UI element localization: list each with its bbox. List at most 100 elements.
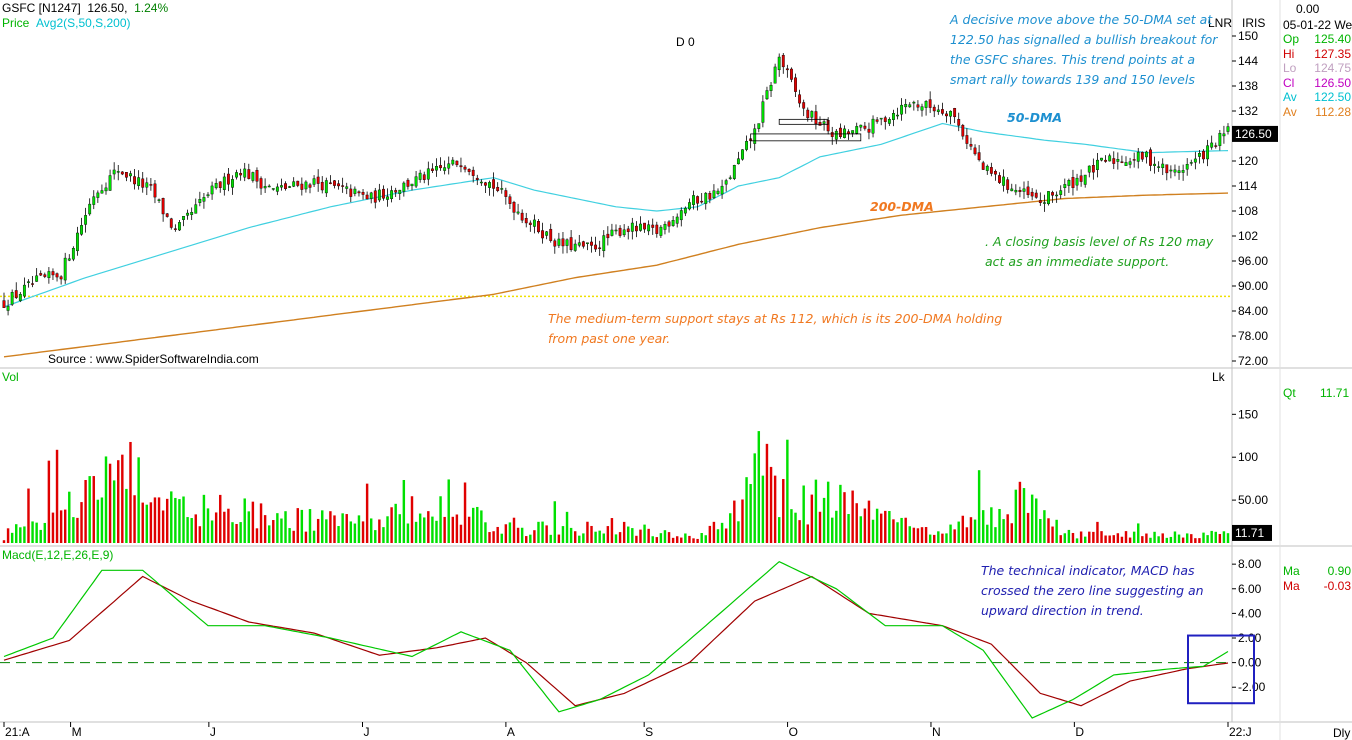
candle — [1140, 152, 1144, 160]
volume-bar — [994, 527, 997, 543]
volume-bar — [835, 510, 838, 543]
candle — [679, 210, 683, 221]
price-tick-label: 138 — [1238, 79, 1258, 93]
volume-bar — [1206, 535, 1209, 543]
annotation-line: crossed the zero line suggesting an — [981, 583, 1204, 598]
readout-value: 0.90 — [1327, 564, 1351, 578]
volume-bar — [1088, 531, 1091, 543]
candle — [639, 223, 642, 231]
volume-bar — [933, 534, 936, 543]
volume-bar — [1194, 538, 1197, 543]
volume-bar — [125, 488, 128, 543]
candle — [1206, 145, 1210, 160]
candle — [614, 229, 618, 232]
volume-bar — [92, 476, 95, 543]
candle — [410, 183, 414, 187]
volume-bar — [896, 522, 899, 543]
volume-bar — [76, 517, 79, 543]
volume-bar — [549, 534, 552, 543]
volume-bar — [484, 522, 487, 543]
candle — [361, 191, 365, 195]
candle — [557, 238, 561, 246]
candle — [324, 180, 328, 194]
candle — [267, 185, 271, 188]
volume-bar — [161, 510, 165, 543]
candle — [333, 180, 336, 186]
candle — [912, 101, 916, 104]
volume-bar — [27, 488, 30, 543]
macd-tick-label: -2.00 — [1238, 680, 1266, 694]
candle — [161, 198, 165, 215]
volume-bar — [72, 517, 75, 543]
volume-bar — [504, 524, 508, 543]
volume-bar — [704, 535, 707, 543]
volume-bar — [598, 530, 601, 543]
price-tick-label: 150 — [1238, 29, 1258, 43]
candle — [577, 242, 581, 246]
volume-bar — [1067, 529, 1071, 543]
price-tick-label: 114 — [1238, 179, 1257, 193]
candle — [524, 218, 528, 224]
readout-label: Hi — [1283, 46, 1295, 61]
volume-bar — [786, 439, 789, 543]
volume-bar — [553, 501, 557, 543]
volume-bar — [276, 513, 279, 543]
qt-label: Qt — [1283, 386, 1296, 400]
volume-bar — [406, 523, 410, 543]
candle — [920, 106, 924, 111]
volume-bar — [382, 527, 385, 543]
candle — [218, 181, 222, 188]
volume-bar — [1222, 531, 1226, 543]
volume-bar — [1198, 538, 1201, 543]
volume-bar — [165, 498, 169, 543]
candle — [108, 175, 112, 191]
readout-row: Op 125.40 — [1283, 32, 1351, 47]
volume-bar — [337, 526, 340, 543]
dma200-line — [3, 192, 1229, 358]
candle — [1100, 157, 1103, 161]
candle — [851, 130, 855, 134]
candle — [863, 125, 867, 129]
candle — [553, 240, 557, 247]
candle — [484, 182, 487, 186]
candle — [422, 174, 426, 180]
candle — [692, 195, 695, 205]
candle — [741, 149, 744, 160]
symbol-label: GSFC [N1247] — [2, 1, 81, 15]
volume-bar — [557, 534, 561, 543]
candle — [296, 180, 300, 186]
candle — [598, 247, 602, 250]
x-axis-label: 21:A — [5, 725, 30, 739]
candle — [479, 181, 483, 184]
candle — [1034, 192, 1038, 198]
annotation-line: . A closing basis level of Rs 120 may — [985, 234, 1214, 249]
volume-bar — [312, 530, 316, 543]
candle — [1030, 191, 1034, 197]
volume-bar — [321, 510, 324, 543]
macd-tick-label: 0.00 — [1238, 656, 1262, 670]
volume-bar — [684, 533, 687, 543]
volume-bar — [512, 517, 516, 543]
volume-bar — [741, 499, 744, 543]
candle — [822, 121, 826, 124]
volume-bar — [871, 519, 875, 543]
candle — [724, 180, 728, 185]
volume-bar — [867, 500, 871, 543]
volume-bar — [206, 508, 210, 543]
candle — [190, 212, 194, 215]
volume-bar — [708, 525, 712, 543]
candle — [35, 275, 39, 282]
readout-row: Av 112.28 — [1283, 105, 1351, 120]
volume-bar — [990, 507, 993, 543]
volume-bar — [1039, 518, 1042, 543]
chart-header: GSFC [N1247] 126.50, 1.24% — [2, 1, 169, 15]
candle — [80, 225, 83, 235]
candle — [2, 300, 6, 308]
candle — [284, 183, 287, 190]
annotation-line: The technical indicator, MACD has — [981, 563, 1195, 578]
volume-bar — [1210, 530, 1213, 543]
readout-label: Lo — [1283, 61, 1297, 75]
candle — [316, 176, 320, 184]
volume-bar — [831, 517, 834, 543]
